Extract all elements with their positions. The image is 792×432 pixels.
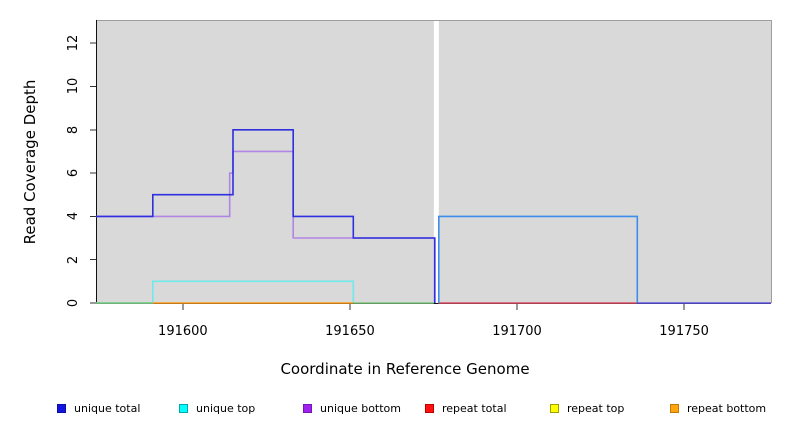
- x-tick-label: 191600: [158, 324, 208, 339]
- x-tick-label: 191700: [492, 324, 542, 339]
- y-tick-label: 6: [66, 168, 81, 178]
- series-unique-total-right: [437, 215, 639, 303]
- y-tick-label: 0: [66, 298, 81, 308]
- x-tick-label: 191650: [325, 324, 375, 339]
- y-tick-label: 4: [66, 212, 81, 221]
- y-tick-label: 12: [66, 34, 81, 52]
- plot-panel: [96, 20, 771, 303]
- x-axis-title: Coordinate in Reference Genome: [280, 360, 530, 378]
- y-tick-label: 8: [66, 125, 81, 134]
- y-tick-label: 2: [66, 255, 81, 264]
- x-tick-label: 191750: [659, 324, 709, 339]
- y-tick-label: 10: [66, 78, 81, 95]
- y-axis-title: Read Coverage Depth: [21, 79, 39, 245]
- series-unique-total: [96, 129, 436, 303]
- gap-band: [433, 20, 439, 304]
